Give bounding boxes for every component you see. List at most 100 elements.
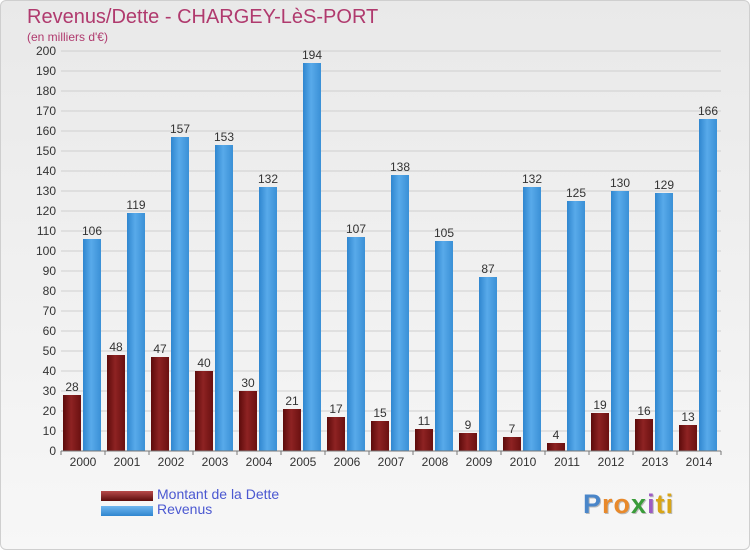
y-tick-label: 200: [36, 44, 56, 58]
x-tick-label: 2011: [554, 455, 580, 469]
y-tick-label: 80: [43, 284, 57, 298]
bars: [63, 63, 717, 451]
data-label-revenue-2014: 166: [698, 104, 718, 118]
bar-revenue-2012: [611, 191, 629, 451]
logo-letter: r: [602, 489, 614, 519]
y-tick-label: 10: [43, 424, 57, 438]
bar-revenue-2004: [259, 187, 277, 451]
logo-letter: t: [655, 489, 666, 519]
data-label-debt-2014: 13: [681, 410, 695, 424]
chart-title: Revenus/Dette - CHARGEY-LèS-PORT: [27, 6, 379, 28]
legend-label-revenue: Revenus: [157, 501, 213, 517]
y-tick-label: 110: [37, 224, 56, 238]
bar-revenue-2007: [391, 175, 409, 451]
data-label-revenue-2005: 194: [302, 48, 322, 62]
data-label-revenue-2010: 132: [522, 172, 542, 186]
y-tick-label: 90: [43, 264, 57, 278]
y-tick-label: 140: [36, 164, 56, 178]
bar-revenue-2005: [303, 63, 321, 451]
data-label-revenue-2011: 125: [566, 186, 586, 200]
data-label-revenue-2002: 157: [170, 122, 190, 136]
y-tick-label: 20: [43, 404, 57, 418]
logo-letter: i: [647, 489, 656, 519]
x-tick-label: 2014: [686, 455, 713, 469]
data-label-debt-2000: 28: [65, 380, 79, 394]
bar-debt-2004: [239, 391, 257, 451]
x-tick-label: 2004: [246, 455, 273, 469]
data-label-revenue-2000: 106: [82, 224, 102, 238]
y-tick-label: 190: [36, 64, 56, 78]
legend-swatch-debt: [101, 491, 153, 501]
bar-debt-2012: [591, 413, 609, 451]
x-tick-label: 2013: [642, 455, 669, 469]
x-tick-label: 2008: [422, 455, 449, 469]
x-tick-label: 2009: [466, 455, 493, 469]
y-tick-label: 120: [36, 204, 56, 218]
logo-letter: x: [631, 489, 648, 519]
bar-debt-2010: [503, 437, 521, 451]
y-tick-label: 100: [36, 244, 56, 258]
data-label-debt-2008: 11: [418, 414, 431, 428]
data-label-revenue-2013: 129: [654, 178, 674, 192]
y-tick-label: 160: [36, 124, 56, 138]
bar-debt-2011: [547, 443, 565, 451]
unit-label: (en milliers d'€): [27, 30, 108, 44]
y-tick-label: 0: [49, 444, 56, 458]
x-axis-ticks: 2000 2001 2002 2003 2004 2005 2006 2007 2008 2009…: [60, 451, 722, 469]
bar-revenue-2000: [83, 239, 101, 451]
y-tick-label: 150: [36, 144, 56, 158]
y-tick-label: 170: [36, 104, 56, 118]
data-label-revenue-2001: 119: [126, 198, 145, 212]
bar-revenue-2008: [435, 241, 453, 451]
data-label-debt-2013: 16: [637, 404, 651, 418]
data-label-debt-2010: 7: [509, 422, 516, 436]
y-tick-label: 40: [43, 364, 57, 378]
bar-debt-2014: [679, 425, 697, 451]
legend-swatch-revenue: [101, 506, 153, 516]
y-axis-ticks: 0 10 20 30 40 50 60 70 80 90 100 110 120 130 140 150 160…: [36, 44, 56, 458]
y-tick-label: 180: [36, 84, 56, 98]
bar-revenue-2011: [567, 201, 585, 451]
bar-revenue-2003: [215, 145, 233, 451]
bar-debt-2006: [327, 417, 345, 451]
x-tick-label: 2007: [378, 455, 405, 469]
bar-debt-2008: [415, 429, 433, 451]
bar-debt-2001: [107, 355, 125, 451]
data-label-debt-2007: 15: [373, 406, 387, 420]
bar-debt-2002: [151, 357, 169, 451]
proxiti-logo: Proxiti: [583, 489, 674, 520]
bar-revenue-2009: [479, 277, 497, 451]
legend-label-debt: Montant de la Dette: [157, 486, 280, 502]
data-label-debt-2003: 40: [197, 356, 211, 370]
x-tick-label: 2003: [202, 455, 229, 469]
bar-revenue-2002: [171, 137, 189, 451]
y-tick-label: 70: [43, 304, 57, 318]
data-label-revenue-2008: 105: [434, 226, 454, 240]
data-label-revenue-2006: 107: [346, 222, 366, 236]
data-label-debt-2002: 47: [153, 342, 167, 356]
logo-letter: P: [583, 489, 603, 519]
data-label-debt-2012: 19: [593, 398, 607, 412]
data-label-debt-2004: 30: [241, 376, 255, 390]
x-tick-label: 2000: [70, 455, 97, 469]
bar-debt-2000: [63, 395, 81, 451]
x-tick-label: 2012: [598, 455, 625, 469]
data-label-revenue-2012: 130: [610, 176, 630, 190]
y-tick-label: 50: [43, 344, 57, 358]
y-tick-label: 130: [36, 184, 56, 198]
data-label-debt-2006: 17: [329, 402, 343, 416]
x-tick-label: 2002: [158, 455, 185, 469]
bar-revenue-2001: [127, 213, 145, 451]
bar-debt-2003: [195, 371, 213, 451]
bar-revenue-2010: [523, 187, 541, 451]
y-tick-label: 60: [43, 324, 57, 338]
bar-revenue-2014: [699, 119, 717, 451]
data-label-revenue-2004: 132: [258, 172, 278, 186]
data-label-debt-2001: 48: [109, 340, 123, 354]
bar-debt-2005: [283, 409, 301, 451]
data-label-revenue-2003: 153: [214, 130, 234, 144]
x-tick-label: 2010: [510, 455, 537, 469]
bar-debt-2013: [635, 419, 653, 451]
